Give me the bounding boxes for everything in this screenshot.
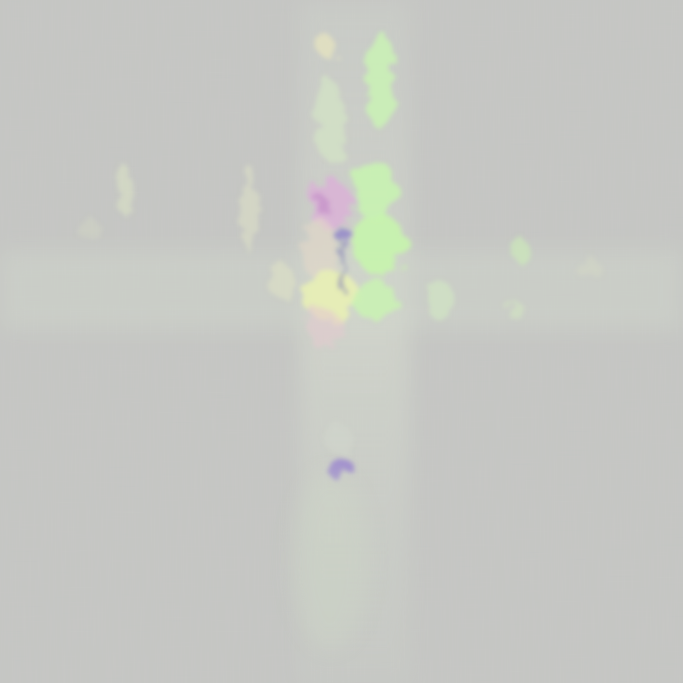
violet-marks bbox=[314, 198, 354, 478]
lower-faint-tint bbox=[290, 470, 370, 650]
